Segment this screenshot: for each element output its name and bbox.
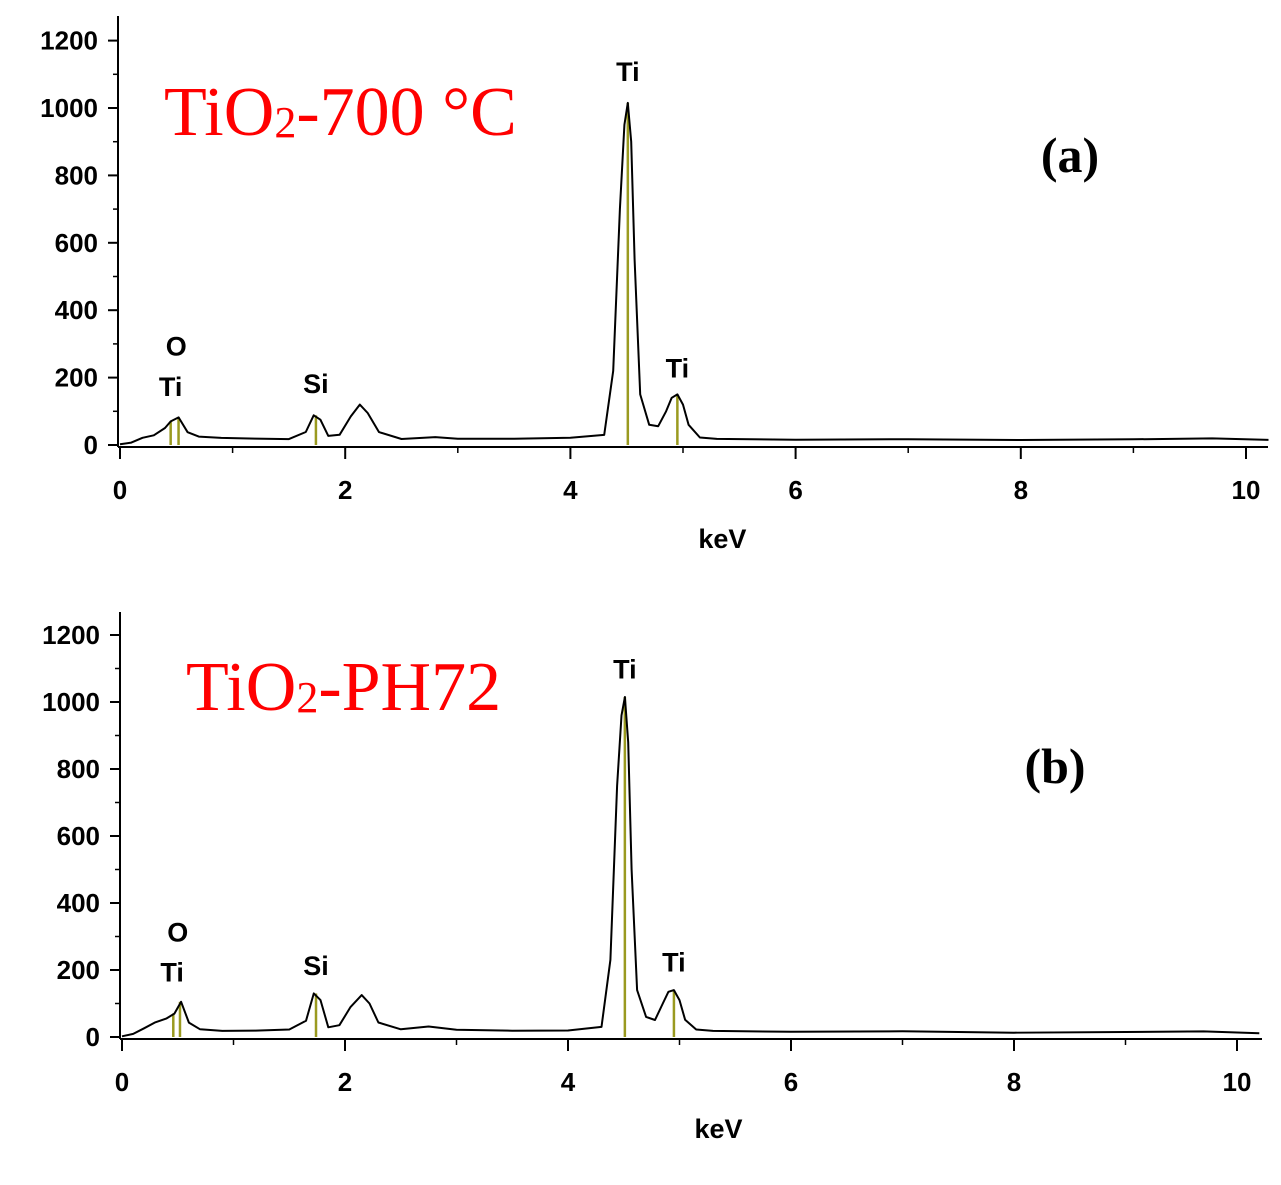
- x-tick-label: 8: [1014, 475, 1028, 505]
- y-tick-label: 1200: [42, 620, 100, 650]
- x-tick-label: 0: [113, 475, 127, 505]
- x-tick-label: 10: [1232, 475, 1261, 505]
- eds-spectrum-chart-b: 0 200 400 600 800 1000 1200 0 2 4 6 8 10 keV O Ti Si Ti Ti…: [42, 612, 1262, 1144]
- peak-label-si: Si: [303, 951, 329, 981]
- y-tick-label: 400: [57, 888, 100, 918]
- eds-spectrum-chart-a: 0 200 400 600 800 1000 1200 0 2 4 6 8 10 keV O Ti Si Ti Ti…: [40, 16, 1269, 554]
- peak-label-ti: Ti: [662, 948, 686, 978]
- y-tick-label: 800: [55, 160, 98, 190]
- peak-label-si: Si: [303, 369, 329, 399]
- x-tick-label: 10: [1223, 1067, 1252, 1097]
- y-tick-label: 600: [57, 821, 100, 851]
- x-tick-label: 4: [563, 475, 578, 505]
- y-tick-label: 200: [55, 363, 98, 393]
- peak-label-ti: Ti: [613, 655, 637, 685]
- spectrum-line: [119, 101, 1269, 446]
- peak-label-ti: Ti: [616, 57, 640, 87]
- x-axis-label: keV: [695, 1114, 743, 1144]
- panel-tag: (b): [1024, 738, 1085, 794]
- peak-label-ti: Ti: [160, 958, 184, 988]
- y-tick-label: 0: [86, 1022, 100, 1052]
- peak-label-o: O: [167, 918, 188, 948]
- chart-panel-a: 0 200 400 600 800 1000 1200 0 2 4 6 8 10 keV O Ti Si Ti Ti…: [0, 0, 1281, 590]
- y-tick-label: 1200: [40, 26, 98, 56]
- x-axis-label: keV: [698, 524, 746, 554]
- x-tick-label: 4: [561, 1067, 576, 1097]
- peak-label-o: O: [166, 332, 187, 362]
- x-tick-label: 6: [788, 475, 802, 505]
- y-tick-label: 800: [57, 754, 100, 784]
- chart-panel-b: 0 200 400 600 800 1000 1200 0 2 4 6 8 10 keV O Ti Si Ti Ti…: [0, 590, 1281, 1180]
- panel-tag: (a): [1041, 127, 1099, 183]
- y-tick-label: 600: [55, 228, 98, 258]
- spectrum-line: [121, 696, 1260, 1038]
- y-tick-label: 1000: [40, 93, 98, 123]
- x-tick-label: 2: [338, 475, 352, 505]
- x-tick-label: 2: [338, 1067, 352, 1097]
- y-tick-label: 0: [84, 430, 98, 460]
- x-tick-label: 6: [784, 1067, 798, 1097]
- sample-label: TiO2-PH72: [186, 649, 501, 726]
- peak-label-ti: Ti: [666, 354, 690, 384]
- y-tick-label: 1000: [42, 687, 100, 717]
- x-tick-label: 8: [1007, 1067, 1021, 1097]
- y-tick-label: 200: [57, 955, 100, 985]
- sample-label: TiO2-700 °C: [164, 74, 517, 151]
- x-tick-label: 0: [115, 1067, 129, 1097]
- peak-label-ti: Ti: [159, 372, 183, 402]
- y-tick-label: 400: [55, 295, 98, 325]
